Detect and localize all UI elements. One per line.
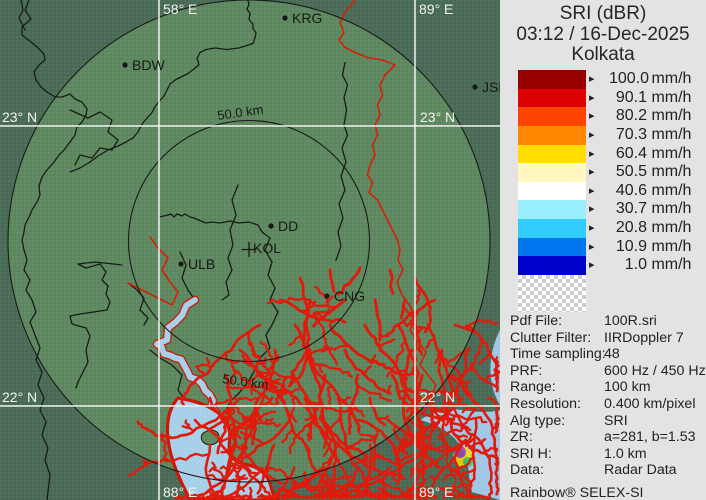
svg-text:DD: DD [278,218,298,234]
svg-text:ULB: ULB [188,256,215,272]
svg-text:23° N: 23° N [420,109,455,125]
svg-text:89° E: 89° E [419,484,453,500]
svg-text:88° E: 88° E [163,484,197,500]
svg-text:BDW: BDW [132,57,165,73]
svg-text:CNG: CNG [334,288,365,304]
svg-text:23° N: 23° N [2,109,37,125]
svg-text:KOL: KOL [253,240,281,256]
svg-text:22° N: 22° N [420,389,455,405]
svg-text:JSR: JSR [482,79,500,95]
svg-text:KRG: KRG [292,10,322,26]
svg-text:58° E: 58° E [163,1,197,17]
svg-text:89° E: 89° E [419,1,453,17]
svg-text:22° N: 22° N [2,389,37,405]
